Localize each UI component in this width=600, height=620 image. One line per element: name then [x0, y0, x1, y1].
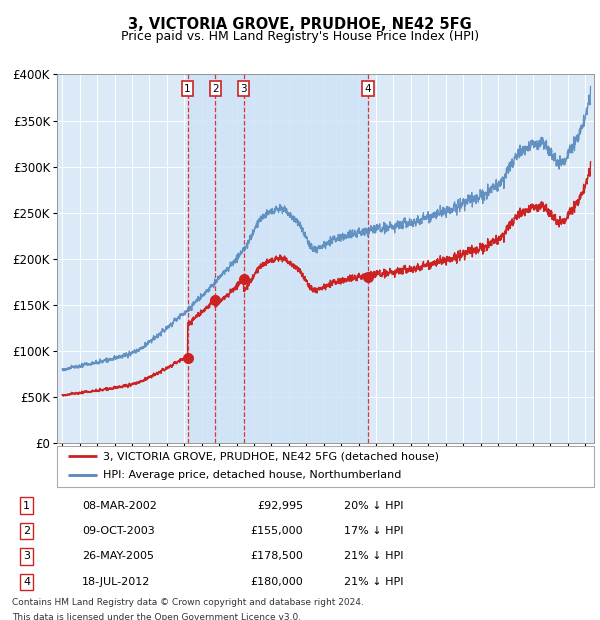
- Text: £155,000: £155,000: [250, 526, 303, 536]
- Text: 26-MAY-2005: 26-MAY-2005: [82, 551, 154, 562]
- Text: 21% ↓ HPI: 21% ↓ HPI: [344, 577, 403, 587]
- Text: 3, VICTORIA GROVE, PRUDHOE, NE42 5FG (detached house): 3, VICTORIA GROVE, PRUDHOE, NE42 5FG (de…: [103, 451, 439, 461]
- Text: 3, VICTORIA GROVE, PRUDHOE, NE42 5FG: 3, VICTORIA GROVE, PRUDHOE, NE42 5FG: [128, 17, 472, 32]
- Text: 17% ↓ HPI: 17% ↓ HPI: [344, 526, 403, 536]
- Text: Price paid vs. HM Land Registry's House Price Index (HPI): Price paid vs. HM Land Registry's House …: [121, 30, 479, 43]
- Text: This data is licensed under the Open Government Licence v3.0.: This data is licensed under the Open Gov…: [12, 613, 301, 620]
- Text: 09-OCT-2003: 09-OCT-2003: [82, 526, 155, 536]
- Text: 21% ↓ HPI: 21% ↓ HPI: [344, 551, 403, 562]
- Text: 08-MAR-2002: 08-MAR-2002: [82, 500, 157, 511]
- Text: Contains HM Land Registry data © Crown copyright and database right 2024.: Contains HM Land Registry data © Crown c…: [12, 598, 364, 607]
- Text: HPI: Average price, detached house, Northumberland: HPI: Average price, detached house, Nort…: [103, 471, 401, 480]
- Text: 18-JUL-2012: 18-JUL-2012: [82, 577, 150, 587]
- Text: 3: 3: [23, 551, 30, 562]
- Text: £178,500: £178,500: [250, 551, 303, 562]
- Text: 4: 4: [23, 577, 30, 587]
- Text: £180,000: £180,000: [250, 577, 303, 587]
- FancyBboxPatch shape: [57, 446, 594, 487]
- Text: 1: 1: [184, 84, 191, 94]
- Text: 20% ↓ HPI: 20% ↓ HPI: [344, 500, 403, 511]
- Text: 3: 3: [240, 84, 247, 94]
- Text: 1: 1: [23, 500, 30, 511]
- Bar: [188, 74, 368, 443]
- Text: 2: 2: [23, 526, 30, 536]
- Text: 2: 2: [212, 84, 218, 94]
- Text: 4: 4: [365, 84, 371, 94]
- Text: £92,995: £92,995: [257, 500, 303, 511]
